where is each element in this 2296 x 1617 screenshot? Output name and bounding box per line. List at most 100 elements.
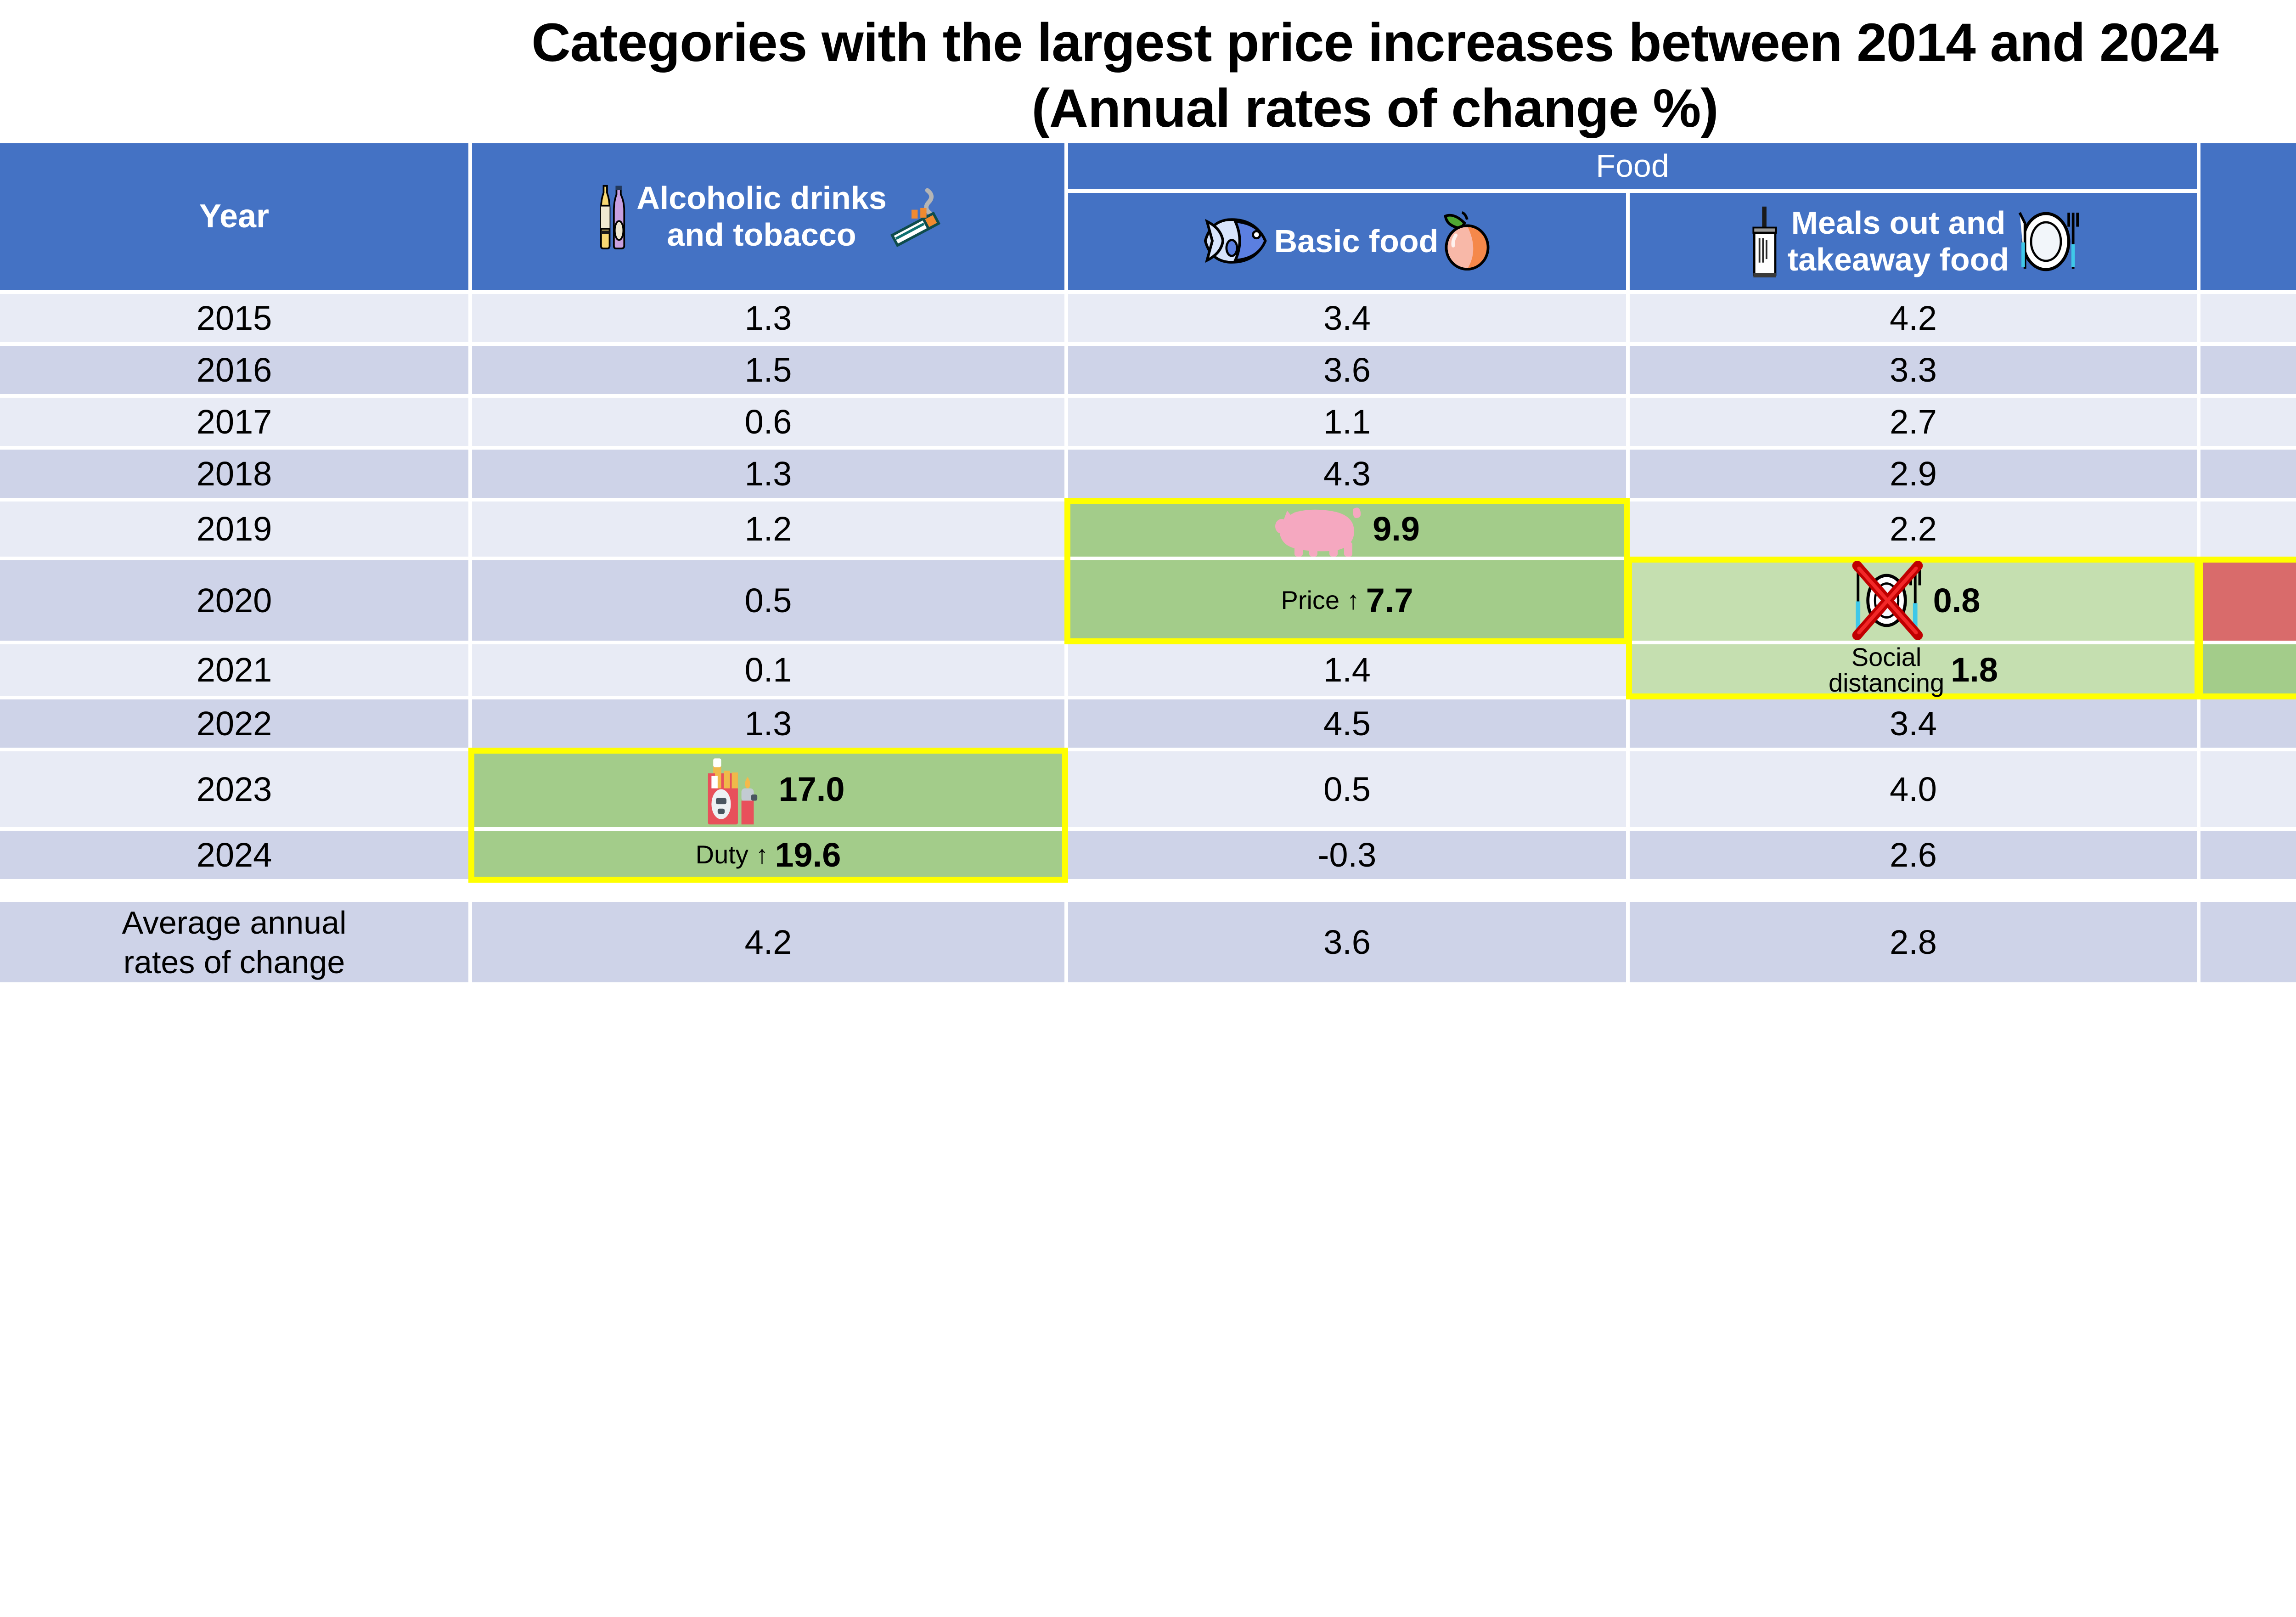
- header-electricity-gas-water[interactable]: Electricity, gas and water: [2200, 143, 2296, 290]
- header-row-sub: Basic food: [0, 192, 2296, 290]
- title-line-1: Categories with the largest price increa…: [531, 12, 2218, 73]
- cell-alcohol: 0.1: [472, 644, 1064, 696]
- header-food-group[interactable]: Food: [1068, 143, 2197, 189]
- cell-year: 2024: [0, 830, 468, 879]
- plate-cutlery-icon: [2013, 207, 2079, 276]
- table-spacer-row: [0, 882, 2296, 898]
- table-row: 2019 1.2: [0, 497, 2296, 560]
- cell-year: 2022: [0, 699, 468, 748]
- table-row: 2022 1.3 4.5 3.4 7.2: [0, 699, 2296, 748]
- header-food-label: Food: [1596, 147, 1669, 184]
- cell-year: 2021: [0, 644, 468, 696]
- table-row: 2021 0.1 1.4 Social distancing 1.8 Subsi…: [0, 640, 2296, 699]
- header-basic-food[interactable]: Basic food: [1068, 192, 1626, 290]
- cell-meals-out-highlight-2020: 0.8: [1626, 556, 2200, 644]
- cell-alcohol-value: 17.0: [778, 770, 845, 808]
- cell-meals-out: 2.9: [1630, 449, 2197, 498]
- cell-meals-out: 2.6: [1630, 830, 2197, 879]
- cell-meals-out-highlight-2021: Social distancing 1.8: [1626, 640, 2200, 699]
- cell-meals-out: 2.2: [1630, 501, 2197, 557]
- header-year-label: Year: [199, 198, 270, 235]
- social-distancing-note: Social distancing: [1828, 642, 1945, 697]
- pig-icon: [1274, 501, 1366, 557]
- table-row: 2016 1.5 3.6 3.3 1.0: [0, 345, 2296, 394]
- cell-alcohol: 1.3: [472, 699, 1064, 748]
- cell-meals-out: 4.2: [1630, 293, 2197, 342]
- header-row-group: Year: [0, 143, 2296, 290]
- cell-meals-out: 2.7: [1630, 397, 2197, 446]
- cell-year: 2019: [0, 501, 468, 557]
- cell-electricity: 1.0: [2200, 345, 2296, 394]
- cell-basic-food: 4.5: [1068, 699, 1626, 748]
- header-year[interactable]: Year: [0, 143, 468, 290]
- cell-basic-food: 1.1: [1068, 397, 1626, 446]
- cell-year: 2023: [0, 751, 468, 827]
- cell-basic-food-value: 9.9: [1373, 510, 1420, 548]
- takeaway-cup-icon: [1747, 205, 1784, 278]
- header-meals-out-label: Meals out and takeaway food: [1787, 204, 2009, 277]
- cigarette-pack-lighter-icon: [692, 751, 772, 827]
- page-title: Categories with the largest price increa…: [0, 0, 2296, 141]
- header-meals-out[interactable]: Meals out and takeaway food: [1630, 192, 2197, 290]
- cell-year: 2016: [0, 345, 468, 394]
- cell-alcohol-value: 19.6: [775, 835, 841, 874]
- header-alcoholic-label: Alcoholic drinks and tobacco: [636, 180, 887, 253]
- cell-electricity: -5.4: [2200, 501, 2296, 557]
- duty-up-note: Duty ↑: [695, 840, 769, 869]
- cell-electricity: 4.9: [2200, 449, 2296, 498]
- wine-bottles-icon: [593, 182, 633, 251]
- cell-alcohol: 0.6: [472, 397, 1064, 446]
- table-row: 2018 1.3 4.3 2.9 4.9: [0, 449, 2296, 498]
- spacer: [0, 882, 2296, 898]
- cell-electricity: 7.2: [2200, 699, 2296, 748]
- table-body: 2015 1.3 3.4 4.2 8.4 2016 1.5 3.6 3.3 1.…: [0, 293, 2296, 982]
- cell-basic-food: 4.3: [1068, 449, 1626, 498]
- cell-electricity: 9.6: [2200, 751, 2296, 827]
- cell-alcohol: 1.3: [472, 293, 1064, 342]
- cell-electricity: -0.3: [2200, 830, 2296, 879]
- cell-electricity: 8.4: [2200, 293, 2296, 342]
- cell-basic-food-value: 7.7: [1366, 581, 1413, 620]
- table-header: Year: [0, 143, 2296, 290]
- cell-year: 2020: [0, 560, 468, 641]
- fish-icon: [1202, 213, 1271, 270]
- cell-meals-out-value: 1.8: [1951, 651, 1998, 689]
- cell-basic-food-highlight-2020: Price ↑ 7.7: [1064, 556, 1630, 644]
- header-basic-food-label: Basic food: [1274, 223, 1439, 259]
- cell-alcohol-highlight-2024: Duty ↑ 19.6: [468, 827, 1068, 883]
- cell-alcohol: 1.2: [472, 501, 1064, 557]
- cigarette-icon: [890, 185, 943, 249]
- cell-electricity-highlight-2021: Subsidy 27.0: [2197, 640, 2296, 699]
- header-alcoholic-drinks-and-tobacco[interactable]: Alcoholic drinks and tobacco: [472, 143, 1064, 290]
- cell-alcohol: 1.5: [472, 345, 1064, 394]
- table-row: 2017 0.6 1.1 2.7 -1.7: [0, 397, 2296, 446]
- cell-alcohol: 1.3: [472, 449, 1064, 498]
- data-table-wrapper: Year: [0, 140, 2296, 986]
- cell-meals-out: 3.4: [1630, 699, 2197, 748]
- table-average-row: Average annual rates of change 4.2 3.6 2…: [0, 901, 2296, 982]
- cell-meals-out: 3.3: [1630, 345, 2197, 394]
- cell-average-label: Average annual rates of change: [0, 901, 468, 982]
- cell-basic-food: 0.5: [1068, 751, 1626, 827]
- cell-basic-food-highlight-2019: 9.9: [1064, 497, 1630, 560]
- price-increase-table: Year: [0, 140, 2296, 986]
- cell-basic-food: 1.4: [1068, 644, 1626, 696]
- cell-basic-food: 3.4: [1068, 293, 1626, 342]
- table-row: 2015 1.3 3.4 4.2 8.4: [0, 293, 2296, 342]
- cell-average-meals-out: 2.8: [1630, 901, 2197, 982]
- no-dining-icon: [1846, 560, 1927, 641]
- cell-year: 2015: [0, 293, 468, 342]
- table-row: 2020 0.5 Price ↑ 7.7: [0, 556, 2296, 644]
- cell-meals-out-value: 0.8: [1933, 581, 1981, 620]
- cell-year: 2017: [0, 397, 468, 446]
- price-up-note: Price ↑: [1281, 586, 1360, 615]
- cell-average-alcohol: 4.2: [472, 901, 1064, 982]
- table-row: 2023: [0, 747, 2296, 831]
- cell-meals-out: 4.0: [1630, 751, 2197, 827]
- cell-electricity-highlight-2020: -20.6: [2197, 556, 2296, 644]
- cell-basic-food: -0.3: [1068, 830, 1626, 879]
- cell-basic-food: 3.6: [1068, 345, 1626, 394]
- table-row: 2024 Duty ↑ 19.6 -0.3 2.6 -0.3: [0, 827, 2296, 883]
- peach-icon: [1442, 210, 1492, 272]
- cell-year: 2018: [0, 449, 468, 498]
